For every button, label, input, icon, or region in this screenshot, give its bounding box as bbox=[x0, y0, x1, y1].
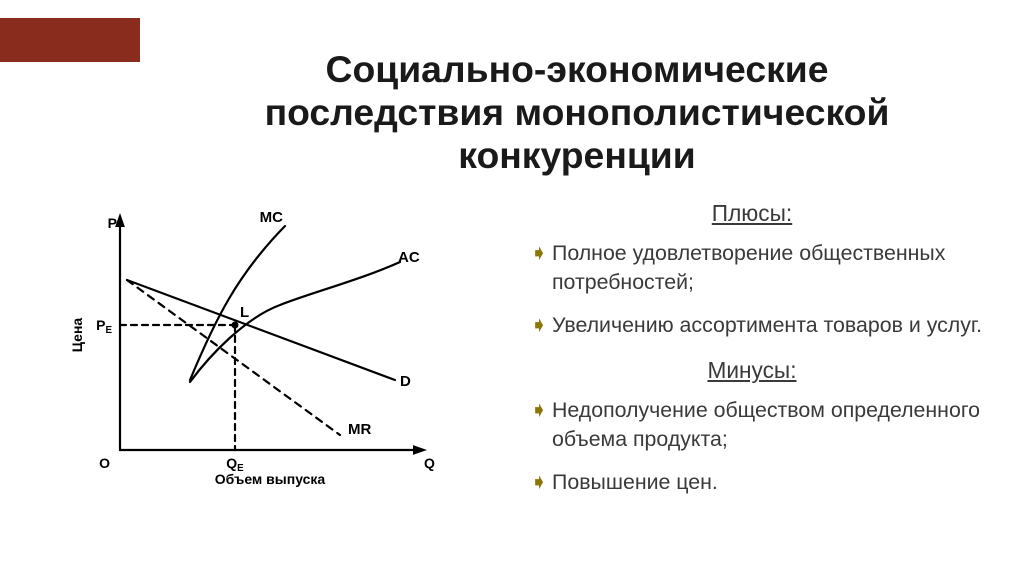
svg-text:MR: MR bbox=[348, 421, 371, 438]
svg-text:O: O bbox=[99, 455, 110, 471]
plus-heading: Плюсы: bbox=[520, 200, 984, 227]
svg-text:L: L bbox=[240, 304, 249, 321]
minus-heading: Минусы: bbox=[520, 357, 984, 384]
plus-list: Полное удовлетворение общественных потре… bbox=[530, 239, 984, 339]
title-line-2: конкуренции bbox=[190, 134, 964, 177]
title-line-0: Социально-экономические bbox=[190, 48, 964, 91]
list-item: Повышение цен. bbox=[530, 468, 984, 497]
list-item: Увеличению ассортимента товаров и услуг. bbox=[530, 311, 984, 340]
svg-text:MC: MC bbox=[260, 209, 283, 226]
svg-text:P: P bbox=[108, 215, 117, 231]
list-item: Недополучение обществом определенного об… bbox=[530, 396, 984, 454]
svg-text:Q: Q bbox=[424, 455, 435, 471]
minus-list: Недополучение обществом определенного об… bbox=[530, 396, 984, 496]
svg-text:PE: PE bbox=[96, 317, 112, 336]
content: Плюсы: Полное удовлетворение общественны… bbox=[520, 200, 984, 515]
svg-text:QE: QE bbox=[226, 455, 244, 474]
svg-text:AC: AC bbox=[398, 249, 420, 266]
svg-text:D: D bbox=[400, 373, 411, 390]
svg-text:Цена: Цена bbox=[69, 318, 85, 353]
slide-title: Социально-экономические последствия моно… bbox=[190, 48, 964, 177]
title-line-1: последствия монополистической bbox=[190, 91, 964, 134]
accent-bar bbox=[0, 18, 140, 62]
chart-svg: P Q O Цена Объем выпуска PE QE D MR MC AC L bbox=[40, 200, 470, 500]
svg-text:Объем выпуска: Объем выпуска bbox=[215, 471, 326, 487]
econ-chart: P Q O Цена Объем выпуска PE QE D MR MC AC L bbox=[40, 200, 470, 500]
list-item: Полное удовлетворение общественных потре… bbox=[530, 239, 984, 297]
